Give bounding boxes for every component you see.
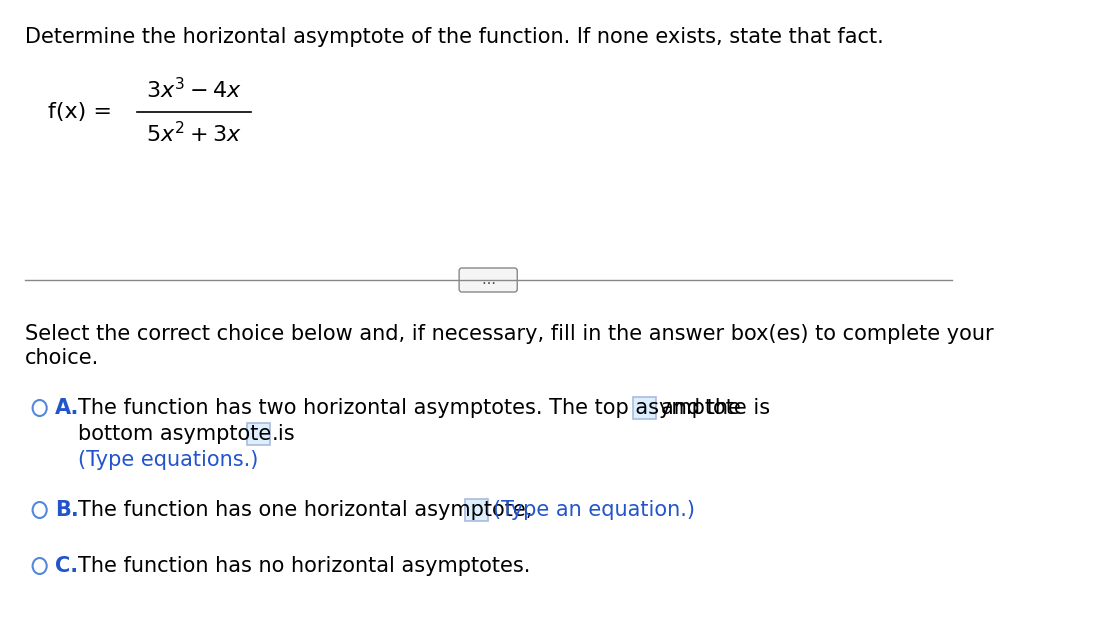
Text: (Type an equation.): (Type an equation.) bbox=[493, 500, 696, 520]
Text: …: … bbox=[481, 273, 495, 287]
Text: Select the correct choice below and, if necessary, fill in the answer box(es) to: Select the correct choice below and, if … bbox=[24, 324, 993, 344]
Text: choice.: choice. bbox=[24, 348, 99, 368]
Text: and the: and the bbox=[660, 398, 741, 418]
Text: (Type equations.): (Type equations.) bbox=[78, 450, 258, 470]
FancyBboxPatch shape bbox=[247, 423, 269, 445]
Text: f(x) =: f(x) = bbox=[49, 102, 113, 122]
Text: C.: C. bbox=[54, 556, 78, 576]
FancyBboxPatch shape bbox=[465, 499, 489, 521]
Text: .: . bbox=[271, 424, 278, 444]
Text: A.: A. bbox=[54, 398, 79, 418]
Text: The function has one horizontal asymptote,: The function has one horizontal asymptot… bbox=[78, 500, 532, 520]
Text: $3x^3 - 4x$: $3x^3 - 4x$ bbox=[146, 78, 242, 103]
Text: The function has two horizontal asymptotes. The top asymptote is: The function has two horizontal asymptot… bbox=[78, 398, 770, 418]
Text: Determine the horizontal asymptote of the function. If none exists, state that f: Determine the horizontal asymptote of th… bbox=[24, 27, 883, 47]
Text: The function has no horizontal asymptotes.: The function has no horizontal asymptote… bbox=[78, 556, 530, 576]
FancyBboxPatch shape bbox=[633, 397, 656, 419]
FancyBboxPatch shape bbox=[459, 268, 517, 292]
Text: $5x^2 + 3x$: $5x^2 + 3x$ bbox=[146, 121, 242, 146]
Text: B.: B. bbox=[54, 500, 79, 520]
Text: bottom asymptote is: bottom asymptote is bbox=[78, 424, 294, 444]
